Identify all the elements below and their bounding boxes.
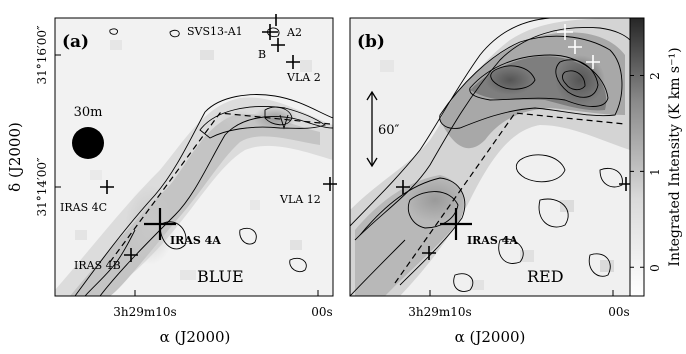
cross-marker bbox=[323, 177, 337, 191]
cross-marker bbox=[262, 24, 278, 40]
x-axis-label: α (J2000) bbox=[160, 328, 231, 346]
source-label-b: B bbox=[258, 48, 266, 61]
x-tick-label: 00s bbox=[608, 305, 629, 319]
x-tick-label: 00s bbox=[311, 305, 332, 319]
x-tick-label: 3h29m10s bbox=[113, 305, 176, 319]
source-label-vla12: VLA 12 bbox=[279, 193, 321, 206]
source-markers bbox=[100, 14, 337, 262]
cross-marker bbox=[271, 38, 285, 52]
cross-marker bbox=[440, 208, 472, 240]
colorbar-tick-label: 2 bbox=[648, 72, 662, 80]
cross-marker bbox=[586, 55, 600, 69]
y-axis-label: δ (J2000) bbox=[6, 122, 24, 192]
scale-bar-label: 60″ bbox=[378, 123, 400, 138]
source-label-svs13-a1: SVS13-A1 bbox=[187, 25, 243, 38]
outflow-axis-dashed-line bbox=[109, 112, 331, 263]
panel-b-name: RED bbox=[527, 267, 564, 286]
cross-marker bbox=[422, 246, 436, 260]
x-tick-label: 3h29m10s bbox=[408, 305, 471, 319]
panel-a-label: (a) bbox=[62, 32, 89, 52]
source-label-iras4a: IRAS 4A bbox=[170, 234, 221, 247]
cross-marker bbox=[144, 208, 176, 240]
cross-marker bbox=[568, 40, 582, 54]
y-tick-label: 31°14′00″ bbox=[35, 157, 49, 217]
source-markers bbox=[396, 24, 633, 260]
source-label-a2: A2 bbox=[286, 26, 302, 39]
beam-circle bbox=[72, 127, 104, 159]
scale-bar bbox=[366, 90, 378, 168]
source-label-iras4b: IRAS 4B bbox=[74, 259, 121, 272]
cross-marker bbox=[286, 55, 300, 69]
colorbar-label: Integrated Intensity (K km s⁻¹) bbox=[667, 47, 683, 266]
source-label-iras4a: IRAS 4A bbox=[467, 234, 518, 247]
cross-marker bbox=[557, 24, 573, 40]
panel-b-contours bbox=[350, 18, 630, 296]
panel-a-frame bbox=[54, 17, 334, 297]
source-label-vla2: VLA 2 bbox=[286, 71, 321, 84]
source-label-iras4c: IRAS 4C bbox=[60, 201, 107, 214]
outflow-axis-dashed-line bbox=[394, 112, 626, 284]
panel-b-label: (b) bbox=[357, 32, 385, 52]
colorbar-gradient bbox=[629, 17, 645, 297]
cross-marker bbox=[100, 180, 114, 194]
colorbar: 0 1 2 Integrated Intensity (K km s⁻¹) bbox=[629, 17, 683, 297]
colorbar-tick-label: 0 bbox=[648, 264, 662, 272]
cross-marker bbox=[396, 180, 410, 194]
panel-a: 30m (a) SVS13-A1 A2 B VLA 2 IRAS 4C VLA … bbox=[54, 14, 337, 346]
beam-label: 30m bbox=[74, 105, 103, 120]
colorbar-tick-label: 1 bbox=[648, 168, 662, 176]
panel-b: 60″ (b) IRAS 4A RED 3h29m10s 00s α (J200… bbox=[349, 17, 633, 346]
x-axis-label: α (J2000) bbox=[455, 328, 526, 346]
cross-marker bbox=[124, 248, 138, 262]
y-tick-label: 31°16′00″ bbox=[35, 25, 49, 85]
panel-a-name: BLUE bbox=[197, 267, 244, 286]
